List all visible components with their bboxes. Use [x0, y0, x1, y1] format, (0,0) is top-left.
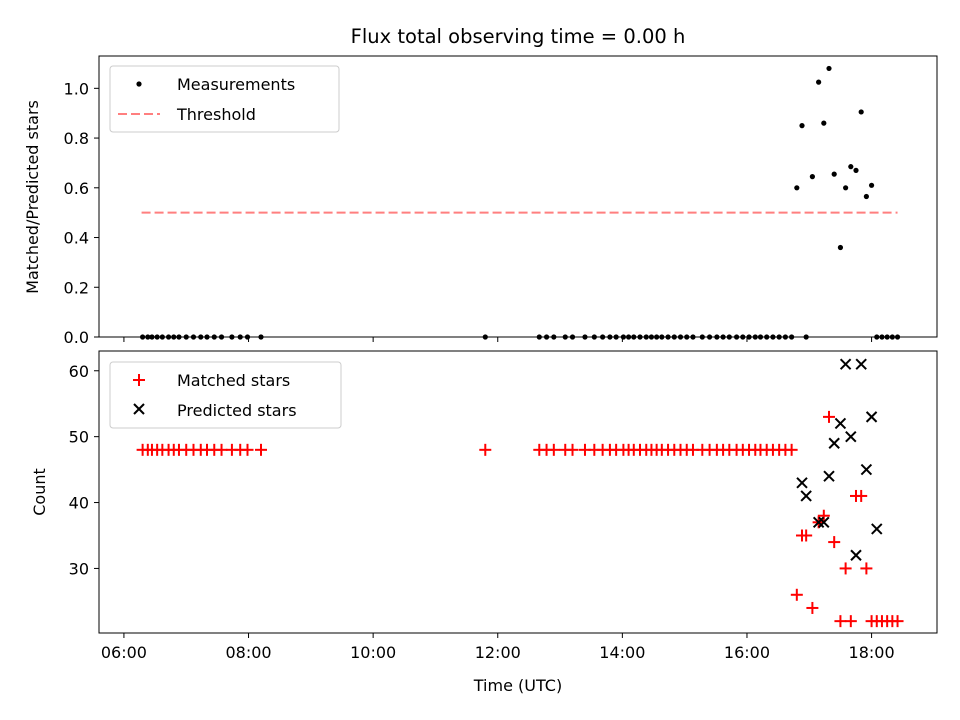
y-tick-label: 0.8: [64, 129, 89, 148]
matched-star-point: [834, 615, 847, 628]
matched-star-point: [828, 536, 841, 549]
measurement-point: [826, 65, 832, 72]
measurement-point: [843, 185, 849, 191]
top-legend-box: [109, 65, 340, 133]
measurement-point: [863, 193, 869, 200]
predicted-star-point: [818, 516, 830, 529]
top-legend: Measurements Threshold: [109, 65, 340, 133]
x-tick-label: 18:00: [849, 643, 895, 662]
measurement-point: [794, 185, 800, 191]
y-tick-label: 0.4: [64, 229, 89, 248]
y-tick-label: 60: [69, 362, 89, 381]
y-tick-label: 30: [69, 559, 89, 578]
matched-star-point: [790, 588, 803, 601]
x-tick-label: 14:00: [599, 643, 645, 662]
matched-star-point: [860, 562, 873, 575]
bottom-legend-box: [109, 361, 342, 429]
predicted-star-point: [860, 463, 873, 476]
matched-star-point: [855, 489, 868, 502]
predicted-star-point: [834, 417, 847, 430]
y-tick-label: 50: [69, 428, 89, 447]
x-axis-label: Time (UTC): [473, 676, 562, 695]
predicted-star-point: [845, 430, 857, 443]
legend-measurements-label: Measurements: [177, 75, 295, 94]
predicted-star-point: [796, 477, 808, 489]
y-tick-label: 0.0: [64, 328, 89, 347]
matched-star-point: [839, 562, 852, 575]
bottom-legend: Matched stars Predicted stars: [109, 361, 342, 429]
matched-star-point: [844, 615, 857, 628]
top-x-axis-ticks: [123, 337, 873, 342]
matched-star-point: [254, 443, 267, 456]
measurement-point: [816, 79, 822, 85]
top-plot-frame: [98, 55, 938, 338]
measurement-point: [858, 109, 864, 115]
matched-star-point: [215, 443, 228, 456]
predicted-star-point: [871, 523, 883, 535]
matched-star-point: [800, 529, 813, 542]
bottom-panel: 30 40 50 60 06:00 08:00 10:00 12:00 14:00 16:00 1…: [30, 350, 938, 695]
measurement-point: [831, 171, 837, 177]
predicted-star-point: [855, 358, 867, 370]
predicted-star-point: [865, 411, 878, 423]
matched-star-point: [891, 615, 904, 628]
top-panel: 0.0 0.2 0.4 0.6 0.8 1.0 Matched/Predicted sta…: [23, 55, 938, 347]
matched-star-point: [566, 443, 579, 456]
predicted-star-point: [800, 490, 812, 502]
bottom-y-axis: 30 40 50 60: [69, 362, 99, 578]
matched-star-point: [823, 410, 836, 423]
matched-star-point: [241, 443, 254, 456]
matched-star-point: [785, 443, 798, 456]
x-tick-label: 10:00: [350, 643, 396, 662]
top-y-axis: 0.0 0.2 0.4 0.6 0.8 1.0: [64, 79, 99, 347]
measurement-point: [853, 167, 859, 173]
matched-star-point: [817, 509, 830, 522]
measurement-point: [821, 120, 827, 126]
predicted-star-point: [839, 358, 852, 370]
y-tick-label: 0.6: [64, 179, 89, 198]
predicted-star-point: [812, 516, 825, 529]
legend-predicted-label: Predicted stars: [177, 401, 297, 420]
bottom-data-marks: [136, 358, 904, 628]
chart-title: Flux total observing time = 0.00 h: [351, 25, 686, 48]
legend-matched-marker: [133, 374, 145, 386]
legend-predicted-marker: [133, 403, 145, 415]
matched-star-point: [479, 443, 492, 456]
x-tick-label: 16:00: [724, 643, 770, 662]
x-tick-label: 06:00: [101, 643, 147, 662]
y-tick-label: 1.0: [64, 79, 89, 98]
legend-threshold-label: Threshold: [176, 105, 256, 124]
predicted-star-point: [823, 470, 835, 482]
measurement-point: [848, 164, 854, 170]
matched-star-point: [547, 443, 560, 456]
top-y-axis-label: Matched/Predicted stars: [23, 100, 42, 294]
y-tick-label: 0.2: [64, 278, 89, 297]
matched-star-point: [806, 601, 819, 614]
predicted-star-point: [828, 437, 840, 449]
y-tick-label: 40: [69, 494, 89, 513]
x-tick-label: 12:00: [475, 643, 521, 662]
measurement-point: [868, 182, 875, 188]
legend-measurements-marker: [136, 81, 142, 87]
measurement-point: [809, 174, 815, 180]
bottom-plot-frame: [98, 350, 938, 634]
bottom-x-axis: 06:00 08:00 10:00 12:00 14:00 16:00 18:00: [101, 633, 895, 662]
predicted-star-point: [850, 549, 862, 561]
measurement-point: [837, 244, 844, 251]
legend-matched-label: Matched stars: [177, 371, 290, 390]
x-tick-label: 08:00: [225, 643, 271, 662]
bottom-y-axis-label: Count: [30, 468, 49, 516]
measurement-point: [799, 123, 805, 129]
